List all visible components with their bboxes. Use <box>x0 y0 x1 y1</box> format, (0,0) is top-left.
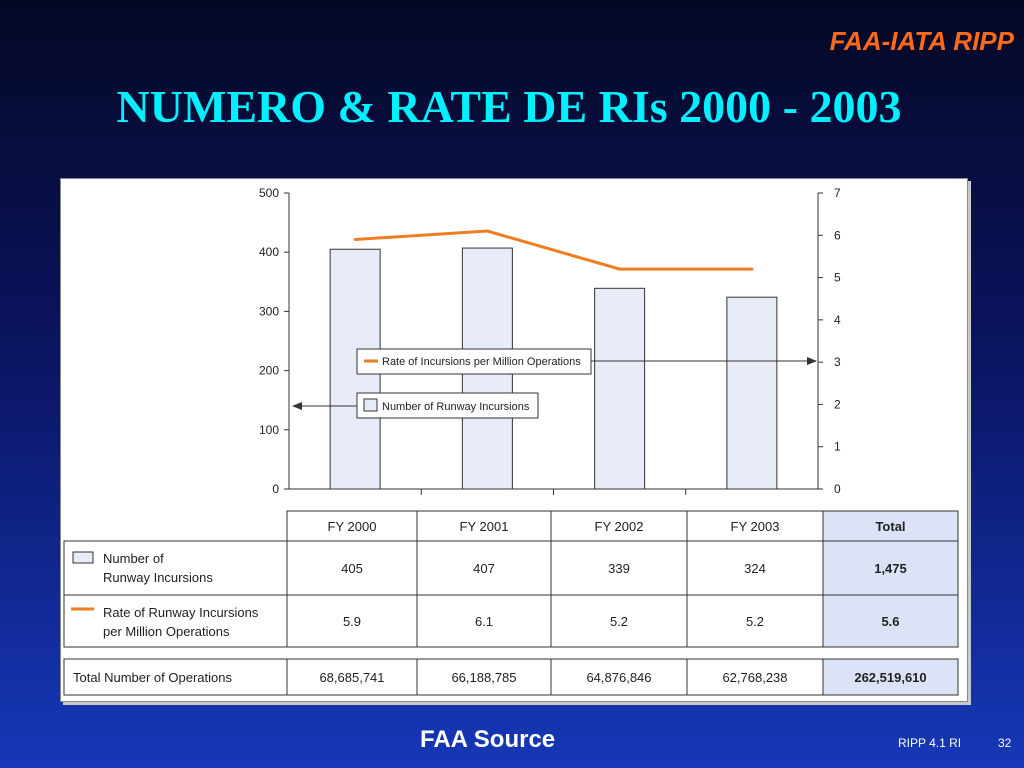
row-label: Runway Incursions <box>103 570 213 585</box>
slide-title: NUMERO & RATE DE RIs 2000 - 2003 <box>116 81 902 132</box>
legend-box-swatch <box>363 398 378 412</box>
left-tick-label: 200 <box>259 364 279 378</box>
legend-rate-label: Rate of Incursions per Million Operation… <box>382 356 581 368</box>
right-tick-label: 2 <box>834 397 841 411</box>
footer-ref: RIPP 4.1 RI <box>898 736 962 750</box>
right-tick-label: 7 <box>834 186 841 200</box>
table-body <box>63 540 959 648</box>
right-tick-label: 6 <box>834 228 841 242</box>
legend-bar-label: Number of Runway Incursions <box>382 401 530 413</box>
row-box-swatch <box>72 551 94 564</box>
left-tick-label: 300 <box>259 304 279 318</box>
table-column-header: FY 2003 <box>731 519 780 534</box>
total-column-bg <box>823 511 958 647</box>
legend-rate-arrowhead <box>807 357 817 365</box>
table-total-cell: 5.6 <box>881 614 899 629</box>
rate-line <box>355 229 752 271</box>
table-operations-row <box>63 658 959 696</box>
table-cell: 5.9 <box>343 614 361 629</box>
table-cell: 324 <box>744 561 766 576</box>
table-cell: 5.2 <box>610 614 628 629</box>
chart-svg: 0 100 200 300 400 500 0 1 2 3 4 5 6 7 Rate of Incursio… <box>63 186 959 696</box>
left-tick-label: 500 <box>259 186 279 200</box>
table-total-cell: 1,475 <box>874 561 907 576</box>
table-column-header: FY 2001 <box>460 519 509 534</box>
table-cell: 5.2 <box>746 614 764 629</box>
rate-point <box>485 229 489 233</box>
table-cell: 405 <box>341 561 363 576</box>
table-cell: 6.1 <box>475 614 493 629</box>
legend-bar-box <box>356 392 539 419</box>
operations-row-label: Total Number of Operations <box>73 670 232 685</box>
right-tick-label: 1 <box>834 440 841 454</box>
table-column-header: FY 2002 <box>595 519 644 534</box>
page-number: 32 <box>998 736 1012 750</box>
footer-source: FAA Source <box>420 726 556 753</box>
bar-runway-incursions <box>594 287 646 490</box>
table-column-header: Total <box>875 519 905 534</box>
rate-point <box>353 238 357 242</box>
operations-cell: 68,685,741 <box>319 670 384 685</box>
chart-panel: 0 100 200 300 400 500 0 1 2 3 4 5 6 7 Rate of Incursio… <box>60 178 968 702</box>
right-tick-label: 0 <box>834 482 841 496</box>
right-tick-label: 3 <box>834 355 841 369</box>
left-tick-label: 0 <box>272 482 279 496</box>
legend-bar-arrowhead <box>292 402 302 410</box>
operations-cell: 62,768,238 <box>722 670 787 685</box>
operations-cell: 66,188,785 <box>451 670 516 685</box>
row-label: per Million Operations <box>103 624 230 639</box>
operations-total-cell: 262,519,610 <box>854 670 926 685</box>
table-cell: 407 <box>473 561 495 576</box>
brand-label: FAA-IATA RIPP <box>829 26 1014 56</box>
rate-point <box>618 267 622 271</box>
table-column-header: FY 2000 <box>328 519 377 534</box>
operations-cell: 64,876,846 <box>586 670 651 685</box>
right-tick-label: 4 <box>834 313 841 327</box>
table-cell: 339 <box>608 561 630 576</box>
right-tick-label: 5 <box>834 271 841 285</box>
rate-point <box>750 267 754 271</box>
left-tick-label: 100 <box>259 423 279 437</box>
bar-runway-incursions <box>726 296 778 490</box>
row-label: Rate of Runway Incursions <box>103 605 259 620</box>
left-tick-label: 400 <box>259 245 279 259</box>
row-label: Number of <box>103 551 164 566</box>
legend-rate-box <box>356 348 592 375</box>
total-ops-bg <box>823 659 958 695</box>
